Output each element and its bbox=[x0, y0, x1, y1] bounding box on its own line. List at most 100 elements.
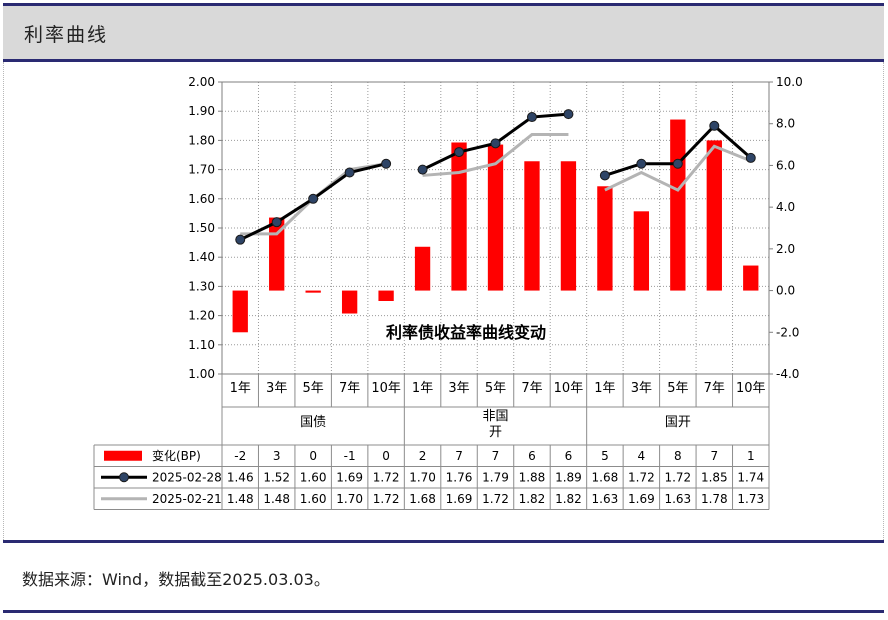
category-label: 10年 bbox=[554, 381, 584, 396]
table-cell: 1.76 bbox=[446, 470, 473, 484]
series-marker bbox=[417, 164, 428, 175]
bar bbox=[269, 217, 285, 291]
bar bbox=[706, 140, 722, 291]
table-cell: 1.60 bbox=[300, 492, 327, 506]
table-cell: 6 bbox=[528, 449, 536, 463]
category-label: 3年 bbox=[448, 381, 469, 396]
series-marker bbox=[381, 158, 392, 169]
series-line bbox=[604, 144, 752, 192]
category-label: 7年 bbox=[339, 381, 360, 396]
table-cell: -1 bbox=[344, 449, 356, 463]
bar bbox=[670, 119, 686, 291]
legend-label: 2025-02-21 bbox=[152, 492, 222, 506]
left-axis-tick-label: 1.80 bbox=[188, 133, 215, 147]
bar bbox=[524, 161, 540, 291]
bar bbox=[743, 265, 759, 291]
series-marker bbox=[672, 158, 683, 169]
bottom-rule bbox=[3, 610, 884, 613]
table-cell: 0 bbox=[309, 449, 317, 463]
bar bbox=[378, 290, 394, 301]
table-cell: 1.73 bbox=[737, 492, 764, 506]
left-axis-tick-label: 1.50 bbox=[188, 221, 215, 235]
table-cell: 7 bbox=[455, 449, 463, 463]
table-cell: 1.69 bbox=[628, 492, 655, 506]
left-axis-tick-label: 1.60 bbox=[188, 192, 215, 206]
series-marker bbox=[636, 158, 647, 169]
table-cell: 5 bbox=[601, 449, 609, 463]
left-axis-tick-label: 1.10 bbox=[188, 338, 215, 352]
bar bbox=[597, 186, 613, 291]
category-label: 5年 bbox=[485, 381, 506, 396]
table-cell: 1.48 bbox=[227, 492, 254, 506]
table-cell: 1.72 bbox=[373, 492, 400, 506]
left-axis-tick-label: 1.40 bbox=[188, 250, 215, 264]
header-bar: 利率曲线 bbox=[3, 6, 884, 59]
group-label: 国开 bbox=[665, 415, 691, 430]
series-marker bbox=[344, 167, 355, 178]
category-label: 3年 bbox=[266, 381, 287, 396]
series-line bbox=[422, 133, 569, 177]
right-axis-tick-label: 8.0 bbox=[776, 117, 795, 131]
group-label: 国债 bbox=[300, 415, 326, 430]
table-cell: 2 bbox=[419, 449, 427, 463]
right-axis-tick-label: -4.0 bbox=[776, 367, 799, 381]
table-cell: 7 bbox=[492, 449, 500, 463]
table-cell: 1.82 bbox=[555, 492, 582, 506]
table-cell: 1.82 bbox=[519, 492, 546, 506]
series-marker bbox=[599, 170, 610, 181]
left-axis-tick-label: 1.30 bbox=[188, 279, 215, 293]
category-label: 1年 bbox=[230, 381, 251, 396]
category-label: 7年 bbox=[521, 381, 542, 396]
bar bbox=[232, 290, 248, 333]
series-marker bbox=[490, 138, 501, 149]
left-axis-tick-label: 2.00 bbox=[188, 75, 215, 89]
table-cell: 8 bbox=[674, 449, 682, 463]
left-axis-tick-label: 1.00 bbox=[188, 367, 215, 381]
category-label: 5年 bbox=[667, 381, 688, 396]
group-label: 开 bbox=[489, 425, 502, 440]
series-marker bbox=[563, 109, 574, 120]
left-axis-tick-label: 1.90 bbox=[188, 104, 215, 118]
right-axis-tick-label: 4.0 bbox=[776, 200, 795, 214]
table-cell: 1.70 bbox=[336, 492, 363, 506]
category-label: 1年 bbox=[412, 381, 433, 396]
table-cell: 1.68 bbox=[409, 492, 436, 506]
series-marker bbox=[308, 193, 319, 204]
right-axis-tick-label: -2.0 bbox=[776, 325, 799, 339]
left-axis-tick-label: 1.70 bbox=[188, 163, 215, 177]
right-axis-tick-label: 2.0 bbox=[776, 242, 795, 256]
legend-label: 变化(BP) bbox=[152, 448, 201, 463]
bar bbox=[560, 161, 577, 291]
table-cell: 1.89 bbox=[555, 470, 582, 484]
table-cell: 1.78 bbox=[701, 492, 728, 506]
chart: 1.00 1.10 1.20 1.30 1.40 1.50 1.60 1.70 1.80 1.90… bbox=[93, 75, 803, 510]
series-marker bbox=[709, 120, 720, 131]
table-cell: 3 bbox=[273, 449, 281, 463]
right-axis-tick-label: 6.0 bbox=[776, 158, 795, 172]
table-cell: 7 bbox=[710, 449, 718, 463]
bar bbox=[451, 142, 467, 291]
bar bbox=[487, 144, 504, 291]
table-cell: 1.52 bbox=[263, 470, 290, 484]
bar bbox=[341, 290, 358, 314]
table-cell: 1.60 bbox=[300, 470, 327, 484]
legend-swatch-marker bbox=[119, 472, 129, 483]
table-cell: 1.74 bbox=[737, 470, 764, 484]
series-marker bbox=[745, 152, 756, 163]
legend-label: 2025-02-28 bbox=[152, 470, 222, 484]
legend-swatch-bar bbox=[104, 450, 142, 461]
table-cell: 4 bbox=[638, 449, 646, 463]
table-cell: 1.68 bbox=[592, 470, 619, 484]
table-cell: 1.70 bbox=[409, 470, 436, 484]
chart-bottom-rule bbox=[3, 540, 884, 543]
chart-title: 利率债收益率曲线变动 bbox=[386, 323, 546, 342]
page-title: 利率曲线 bbox=[24, 24, 109, 46]
table-cell: 1.48 bbox=[263, 492, 290, 506]
group-label: 非国 bbox=[482, 409, 508, 424]
series-marker bbox=[271, 217, 282, 228]
bar bbox=[305, 290, 321, 293]
table-cell: 1.63 bbox=[592, 492, 619, 506]
table-cell: 1.46 bbox=[227, 470, 254, 484]
top-rule bbox=[3, 3, 884, 6]
header-rule bbox=[3, 59, 884, 62]
